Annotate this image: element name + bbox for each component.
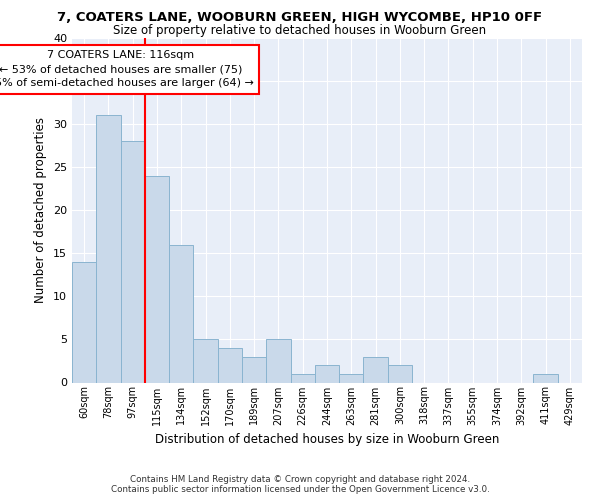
Bar xyxy=(96,115,121,382)
Text: 7, COATERS LANE, WOOBURN GREEN, HIGH WYCOMBE, HP10 0FF: 7, COATERS LANE, WOOBURN GREEN, HIGH WYC… xyxy=(58,11,542,24)
Bar xyxy=(290,374,315,382)
Bar xyxy=(533,374,558,382)
Bar xyxy=(364,356,388,382)
Bar xyxy=(72,262,96,382)
Bar xyxy=(242,356,266,382)
Bar xyxy=(339,374,364,382)
X-axis label: Distribution of detached houses by size in Wooburn Green: Distribution of detached houses by size … xyxy=(155,433,499,446)
Bar xyxy=(315,365,339,382)
Bar xyxy=(218,348,242,382)
Text: 7 COATERS LANE: 116sqm
← 53% of detached houses are smaller (75)
45% of semi-det: 7 COATERS LANE: 116sqm ← 53% of detached… xyxy=(0,50,254,88)
Y-axis label: Number of detached properties: Number of detached properties xyxy=(34,117,47,303)
Text: Size of property relative to detached houses in Wooburn Green: Size of property relative to detached ho… xyxy=(113,24,487,37)
Bar xyxy=(266,340,290,382)
Bar xyxy=(121,141,145,382)
Bar xyxy=(145,176,169,382)
Bar xyxy=(388,365,412,382)
Bar xyxy=(169,244,193,382)
Text: Contains HM Land Registry data © Crown copyright and database right 2024.
Contai: Contains HM Land Registry data © Crown c… xyxy=(110,474,490,494)
Bar xyxy=(193,340,218,382)
